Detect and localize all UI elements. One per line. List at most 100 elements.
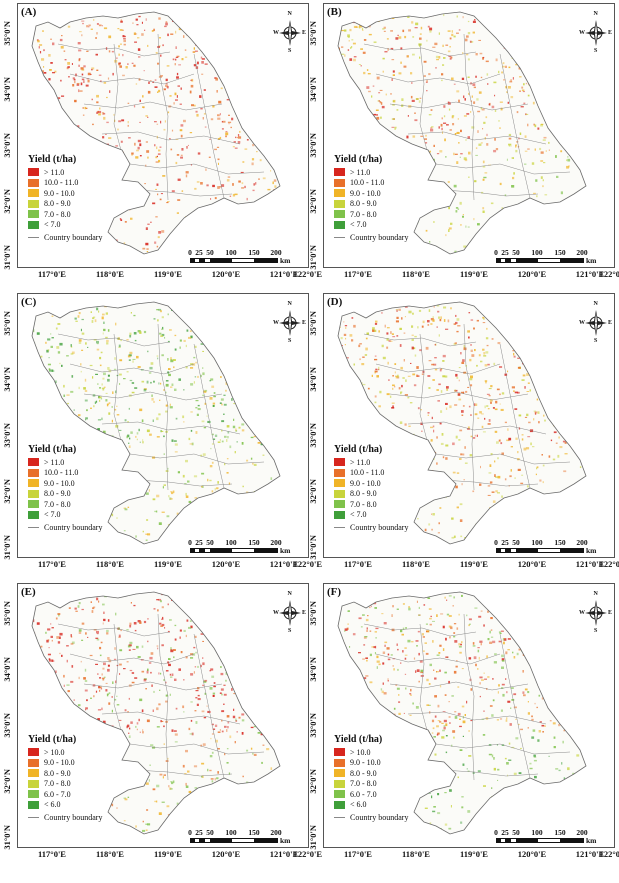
yield-pixel: [77, 825, 80, 828]
yield-pixel: [366, 86, 370, 89]
yield-pixel: [455, 485, 458, 489]
yield-pixel: [250, 726, 254, 729]
yield-pixel: [226, 232, 229, 236]
yield-pixel: [353, 363, 355, 366]
yield-pixel: [431, 747, 432, 750]
yield-pixel: [247, 700, 250, 702]
yield-pixel: [115, 322, 117, 326]
yield-pixel: [517, 595, 521, 597]
yield-pixel: [276, 114, 280, 117]
yield-pixel: [163, 453, 165, 455]
yield-pixel: [345, 599, 347, 601]
yield-pixel: [497, 342, 501, 345]
legend-label: 7.0 - 8.0: [350, 499, 377, 509]
yield-pixel: [135, 825, 137, 828]
yield-pixel: [78, 339, 82, 342]
legend-swatch: [28, 468, 39, 477]
yield-pixel: [404, 647, 407, 649]
yield-pixel: [256, 101, 260, 103]
yield-pixel: [417, 407, 420, 410]
yield-pixel: [483, 121, 486, 124]
yield-pixel: [560, 612, 563, 615]
yield-pixel: [506, 158, 508, 161]
yield-pixel: [130, 771, 134, 773]
yield-pixel: [365, 657, 368, 659]
legend-swatch: [28, 189, 39, 198]
yield-pixel: [380, 116, 382, 119]
yield-pixel: [412, 373, 416, 376]
yield-pixel: [99, 364, 102, 367]
yield-pixel: [460, 535, 463, 538]
yield-pixel: [338, 646, 339, 650]
yield-pixel: [213, 395, 216, 398]
yield-pixel: [201, 73, 204, 75]
yield-pixel: [455, 314, 457, 317]
yield-pixel: [548, 671, 551, 673]
yield-pixel: [483, 602, 486, 604]
legend-swatch: [28, 210, 39, 219]
yield-pixel: [243, 607, 245, 609]
yield-pixel: [387, 658, 391, 661]
yield-pixel: [496, 309, 499, 313]
yield-pixel: [335, 326, 337, 327]
yield-pixel: [464, 446, 466, 449]
yield-pixel: [347, 623, 349, 625]
yield-pixel: [67, 690, 70, 693]
yield-pixel: [251, 126, 255, 129]
yield-pixel: [172, 58, 175, 61]
yield-pixel: [580, 684, 583, 687]
yield-pixel: [192, 363, 196, 366]
latitude-tick-label: 31°0'N: [2, 825, 12, 850]
legend-swatch: [334, 800, 345, 809]
yield-pixel: [117, 128, 119, 131]
yield-pixel: [553, 397, 557, 401]
yield-pixel: [154, 510, 157, 513]
yield-pixel: [445, 656, 449, 658]
yield-pixel: [461, 361, 465, 364]
yield-pixel: [108, 208, 111, 211]
yield-pixel: [387, 653, 390, 656]
map-frame: (D) N S W E Yield (t/ha) > 11.0 10.0 - 11.0 9.0 …: [323, 293, 615, 558]
yield-pixel: [417, 326, 419, 329]
yield-pixel: [163, 679, 166, 681]
yield-pixel: [174, 638, 177, 641]
yield-pixel: [584, 173, 586, 175]
yield-pixel: [427, 414, 429, 416]
yield-pixel: [57, 351, 61, 354]
county-boundary: [83, 101, 223, 111]
yield-pixel: [343, 706, 346, 710]
yield-pixel: [587, 771, 590, 772]
yield-pixel: [103, 82, 107, 84]
yield-pixel: [108, 412, 111, 415]
yield-pixel: [449, 789, 452, 792]
yield-pixel: [99, 654, 102, 657]
yield-pixel: [465, 225, 467, 228]
yield-pixel: [85, 417, 88, 420]
yield-pixel: [32, 85, 34, 89]
yield-pixel: [355, 597, 358, 599]
yield-pixel: [494, 460, 496, 463]
yield-pixel: [203, 113, 206, 115]
yield-pixel: [496, 744, 498, 746]
yield-pixel: [451, 744, 453, 747]
yield-pixel: [252, 91, 255, 94]
yield-pixel: [71, 665, 74, 668]
yield-pixel: [507, 86, 511, 89]
yield-pixel: [115, 153, 118, 156]
yield-pixel: [264, 508, 267, 512]
yield-pixel: [444, 694, 447, 696]
latitude-tick-label: 35°0'N: [308, 21, 318, 46]
yield-pixel: [96, 111, 99, 114]
yield-pixel: [553, 746, 556, 749]
yield-pixel: [396, 643, 398, 646]
yield-pixel: [361, 27, 364, 30]
yield-pixel: [191, 104, 194, 107]
yield-pixel: [418, 489, 420, 492]
yield-pixel: [541, 593, 544, 595]
yield-pixel: [497, 492, 500, 494]
yield-pixel: [521, 434, 524, 436]
yield-pixel: [545, 678, 547, 681]
latitude-tick-label: 34°0'N: [2, 657, 12, 682]
yield-pixel: [548, 624, 551, 627]
yield-pixel: [486, 344, 489, 347]
